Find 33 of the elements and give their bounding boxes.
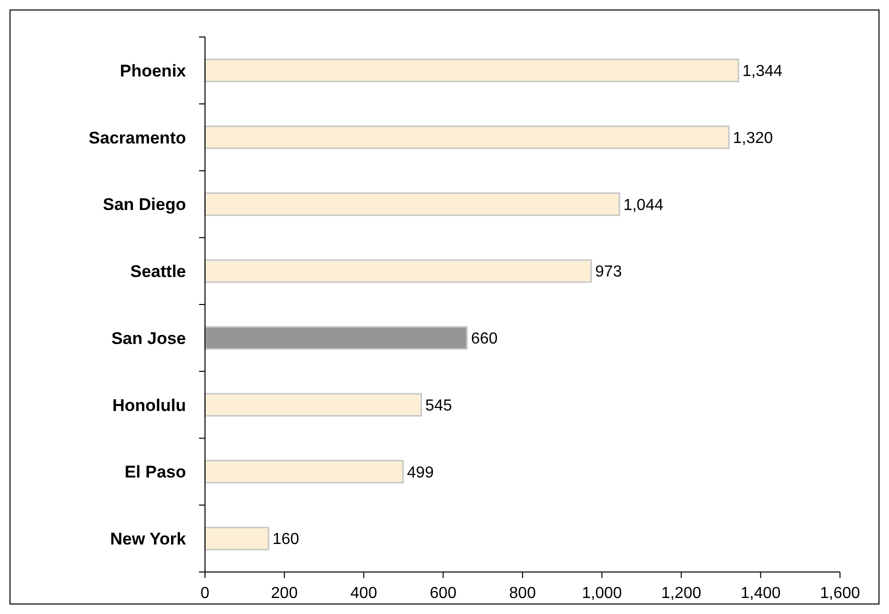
bar [204, 259, 592, 283]
x-tick-label: 1,000 [582, 585, 622, 602]
x-tick-label: 400 [350, 585, 378, 602]
x-tick-label: 1,400 [740, 585, 781, 602]
x-tick-label: 1,200 [661, 585, 702, 602]
data-label: 499 [407, 464, 434, 482]
x-tick-label: 600 [430, 585, 457, 602]
y-tick-label: New York [110, 530, 187, 549]
data-label: 660 [470, 330, 498, 348]
data-label: 1,044 [623, 196, 664, 214]
y-tick-label: Phoenix [120, 61, 187, 80]
x-tick-label: 800 [509, 585, 536, 602]
y-tick-label: Sacramento [88, 128, 186, 148]
bar [204, 526, 270, 550]
y-tick-label: Honolulu [112, 396, 186, 415]
data-label: 160 [272, 531, 300, 548]
x-tick-label: 0 [200, 585, 210, 602]
y-tick-label: El Paso [124, 462, 186, 482]
bar [204, 192, 620, 216]
bar [204, 326, 468, 350]
bar [204, 393, 422, 417]
data-label: 973 [595, 264, 622, 281]
bar [204, 460, 404, 484]
data-label: 545 [425, 397, 452, 414]
data-label: 1,344 [742, 63, 783, 80]
x-tick-label: 200 [271, 585, 298, 602]
bar [204, 126, 730, 150]
data-label: 1,320 [732, 130, 774, 147]
y-tick-label: San Diego [102, 195, 186, 214]
x-tick-label: 1,600 [820, 585, 860, 602]
y-tick-label: San Jose [111, 328, 186, 348]
bar [204, 58, 740, 82]
y-tick-label: Seattle [130, 262, 186, 282]
